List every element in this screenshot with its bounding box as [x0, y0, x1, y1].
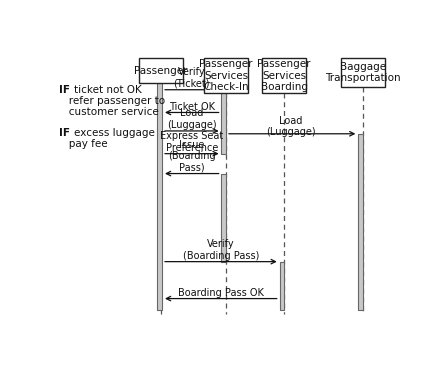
- Text: ticket not OK: ticket not OK: [74, 86, 142, 96]
- Text: pay fee: pay fee: [59, 139, 107, 149]
- Text: Baggage
Transportation: Baggage Transportation: [325, 62, 400, 83]
- Text: IF: IF: [59, 86, 70, 96]
- Text: Load
(Luggage): Load (Luggage): [266, 116, 316, 138]
- Text: refer passenger to: refer passenger to: [59, 96, 164, 106]
- Bar: [340, 58, 385, 87]
- Text: Verify
(Ticket): Verify (Ticket): [174, 67, 210, 89]
- Bar: [157, 83, 162, 310]
- Bar: [221, 173, 226, 262]
- Text: Passenger: Passenger: [135, 66, 188, 76]
- Text: Load
(Luggage): Load (Luggage): [167, 108, 217, 130]
- Text: excess luggage: excess luggage: [74, 128, 155, 138]
- Bar: [358, 134, 363, 310]
- Bar: [221, 83, 226, 154]
- Text: Passenger
Services
Boarding: Passenger Services Boarding: [258, 59, 311, 92]
- Bar: [139, 58, 183, 83]
- Text: Verify
(Boarding Pass): Verify (Boarding Pass): [183, 239, 259, 261]
- Text: customer service: customer service: [59, 107, 158, 117]
- Text: Ticket OK: Ticket OK: [169, 101, 215, 111]
- Text: Passenger
Services
Check-In: Passenger Services Check-In: [199, 59, 253, 92]
- Text: IF: IF: [59, 128, 70, 138]
- Bar: [280, 262, 284, 310]
- Bar: [262, 58, 306, 93]
- Text: Boarding Pass OK: Boarding Pass OK: [178, 288, 264, 298]
- Text: Issue
(Boarding
Pass): Issue (Boarding Pass): [168, 139, 216, 173]
- Bar: [204, 58, 248, 93]
- Text: Express Seat
Preference: Express Seat Preference: [160, 131, 224, 153]
